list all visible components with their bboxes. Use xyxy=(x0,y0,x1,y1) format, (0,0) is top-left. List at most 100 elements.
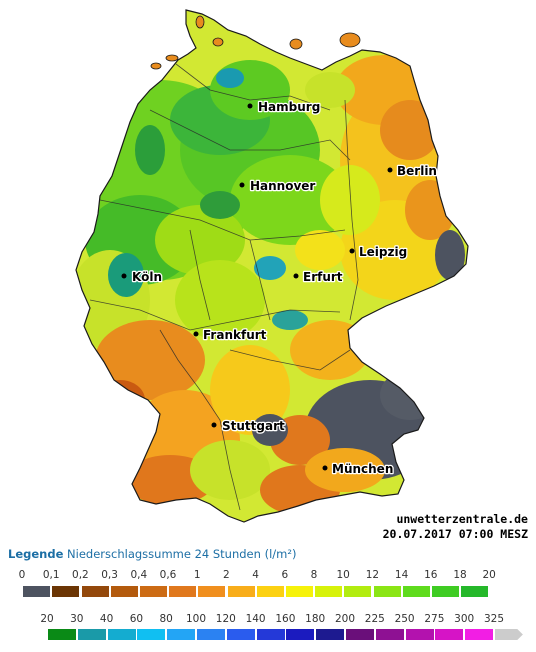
legend-tick: 120 xyxy=(215,613,236,625)
city-stuttgart: Stuttgart xyxy=(211,418,286,434)
legend-swatch xyxy=(169,586,197,597)
legend-tick: 1 xyxy=(193,569,201,581)
legend-swatch xyxy=(167,629,196,640)
legend-tick: 180 xyxy=(305,613,326,625)
legend-swatch xyxy=(77,629,106,640)
legend-tick: 325 xyxy=(483,613,505,625)
legend-tick: 40 xyxy=(99,613,114,625)
legend-swatch xyxy=(137,629,166,640)
state-borders xyxy=(89,63,359,511)
legend-tick: 20 xyxy=(482,569,496,581)
legend-tick: 160 xyxy=(275,613,296,625)
legend-swatch xyxy=(405,629,434,640)
legend-tick: 275 xyxy=(424,613,445,625)
precipitation-map: Hamburg Berlin Hannover Leipzig Köln Erf… xyxy=(75,9,469,523)
legend-swatch xyxy=(52,586,80,597)
city-leipzig: Leipzig xyxy=(349,244,408,260)
legend-swatch xyxy=(465,629,494,640)
city-marker xyxy=(349,248,355,254)
city-label-stuttgart: Stuttgart xyxy=(222,419,285,433)
legend-title: Legende xyxy=(8,547,64,561)
legend-tick: 2 xyxy=(223,569,230,581)
source-site: unwetterzentrale.de xyxy=(396,512,528,526)
legend-swatch xyxy=(139,586,167,597)
city-marker xyxy=(322,465,328,471)
legend-swatch xyxy=(227,586,255,597)
city-label-hannover: Hannover xyxy=(250,179,315,193)
legend-tick: 18 xyxy=(453,569,467,581)
legend-tick: 0,4 xyxy=(130,569,148,581)
legend-swatch xyxy=(110,586,138,597)
city-label-berlin: Berlin xyxy=(397,164,437,178)
city-erfurt: Erfurt xyxy=(293,269,344,285)
legend-swatch xyxy=(23,586,51,597)
legend-swatch xyxy=(47,629,76,640)
legend-header: Legende Niederschlagssumme 24 Stunden (l… xyxy=(8,547,296,561)
city-label-frankfurt: Frankfurt xyxy=(203,328,267,342)
city-berlin: Berlin xyxy=(387,163,438,179)
legend-tick: 10 xyxy=(336,569,350,581)
legend-tick: 8 xyxy=(310,569,318,581)
city-label-koeln: Köln xyxy=(132,270,162,284)
city-frankfurt: Frankfurt xyxy=(193,327,268,343)
legend-tick: 30 xyxy=(70,613,84,625)
city-label-erfurt: Erfurt xyxy=(303,270,343,284)
legend-tick: 16 xyxy=(424,569,438,581)
legend-swatch xyxy=(375,629,404,640)
legend-swatch xyxy=(315,586,343,597)
legend-swatch xyxy=(285,586,313,597)
legend-tick: 6 xyxy=(281,569,289,581)
legend-swatch xyxy=(256,586,284,597)
city-label-leipzig: Leipzig xyxy=(359,245,407,259)
city-marker xyxy=(211,422,217,428)
legend-swatch xyxy=(461,586,489,597)
city-muenchen: München xyxy=(322,461,395,477)
legend-tick: 14 xyxy=(394,569,409,581)
legend-tick: 80 xyxy=(159,613,173,625)
legend-swatch xyxy=(373,586,401,597)
legend-swatch xyxy=(198,586,226,597)
legend-swatch xyxy=(344,586,372,597)
legend-swatch xyxy=(316,629,345,640)
legend-tick: 0 xyxy=(18,569,26,581)
legend-tick: 0,6 xyxy=(159,569,177,581)
city-marker xyxy=(387,167,393,173)
legend-swatch xyxy=(402,586,430,597)
legend-swatch xyxy=(494,629,523,640)
legend-tick: 0,1 xyxy=(42,569,60,581)
legend-tick: 100 xyxy=(185,613,207,625)
legend-tick: 20 xyxy=(40,613,54,625)
city-marker xyxy=(239,182,245,188)
legend-swatch xyxy=(81,586,109,597)
legend-tick: 4 xyxy=(252,569,259,581)
source-timestamp: 20.07.2017 07:00 MESZ xyxy=(382,527,528,541)
city-marker xyxy=(293,273,299,279)
legend-tick: 0,3 xyxy=(101,569,118,581)
legend-tick: 12 xyxy=(365,569,380,581)
legend-swatch xyxy=(435,629,464,640)
islands xyxy=(150,15,361,70)
legend-unit: (l/m²) xyxy=(264,547,297,561)
legend-tick: 140 xyxy=(245,613,266,625)
city-hamburg: Hamburg xyxy=(247,99,322,115)
legend-tick: 60 xyxy=(129,613,144,625)
legend-subtitle: Niederschlagssumme 24 Stunden xyxy=(67,547,261,561)
legend-tick: 0,2 xyxy=(72,569,89,581)
germany-outline xyxy=(75,9,469,523)
city-hannover: Hannover xyxy=(239,178,317,194)
city-label-hamburg: Hamburg xyxy=(258,100,320,114)
city-koeln: Köln xyxy=(121,269,163,285)
legend-swatch xyxy=(196,629,225,640)
city-marker xyxy=(121,273,127,279)
legend-swatch xyxy=(256,629,285,640)
legend-swatch xyxy=(286,629,315,640)
legend-swatch xyxy=(345,629,374,640)
legend-swatch xyxy=(107,629,136,640)
city-marker xyxy=(247,103,253,109)
legend-swatch xyxy=(431,586,459,597)
city-marker xyxy=(193,331,199,337)
legend-tick: 300 xyxy=(454,613,475,625)
legend-tick: 225 xyxy=(364,613,385,625)
legend-tick: 250 xyxy=(394,613,415,625)
legend-tick: 200 xyxy=(334,613,356,625)
